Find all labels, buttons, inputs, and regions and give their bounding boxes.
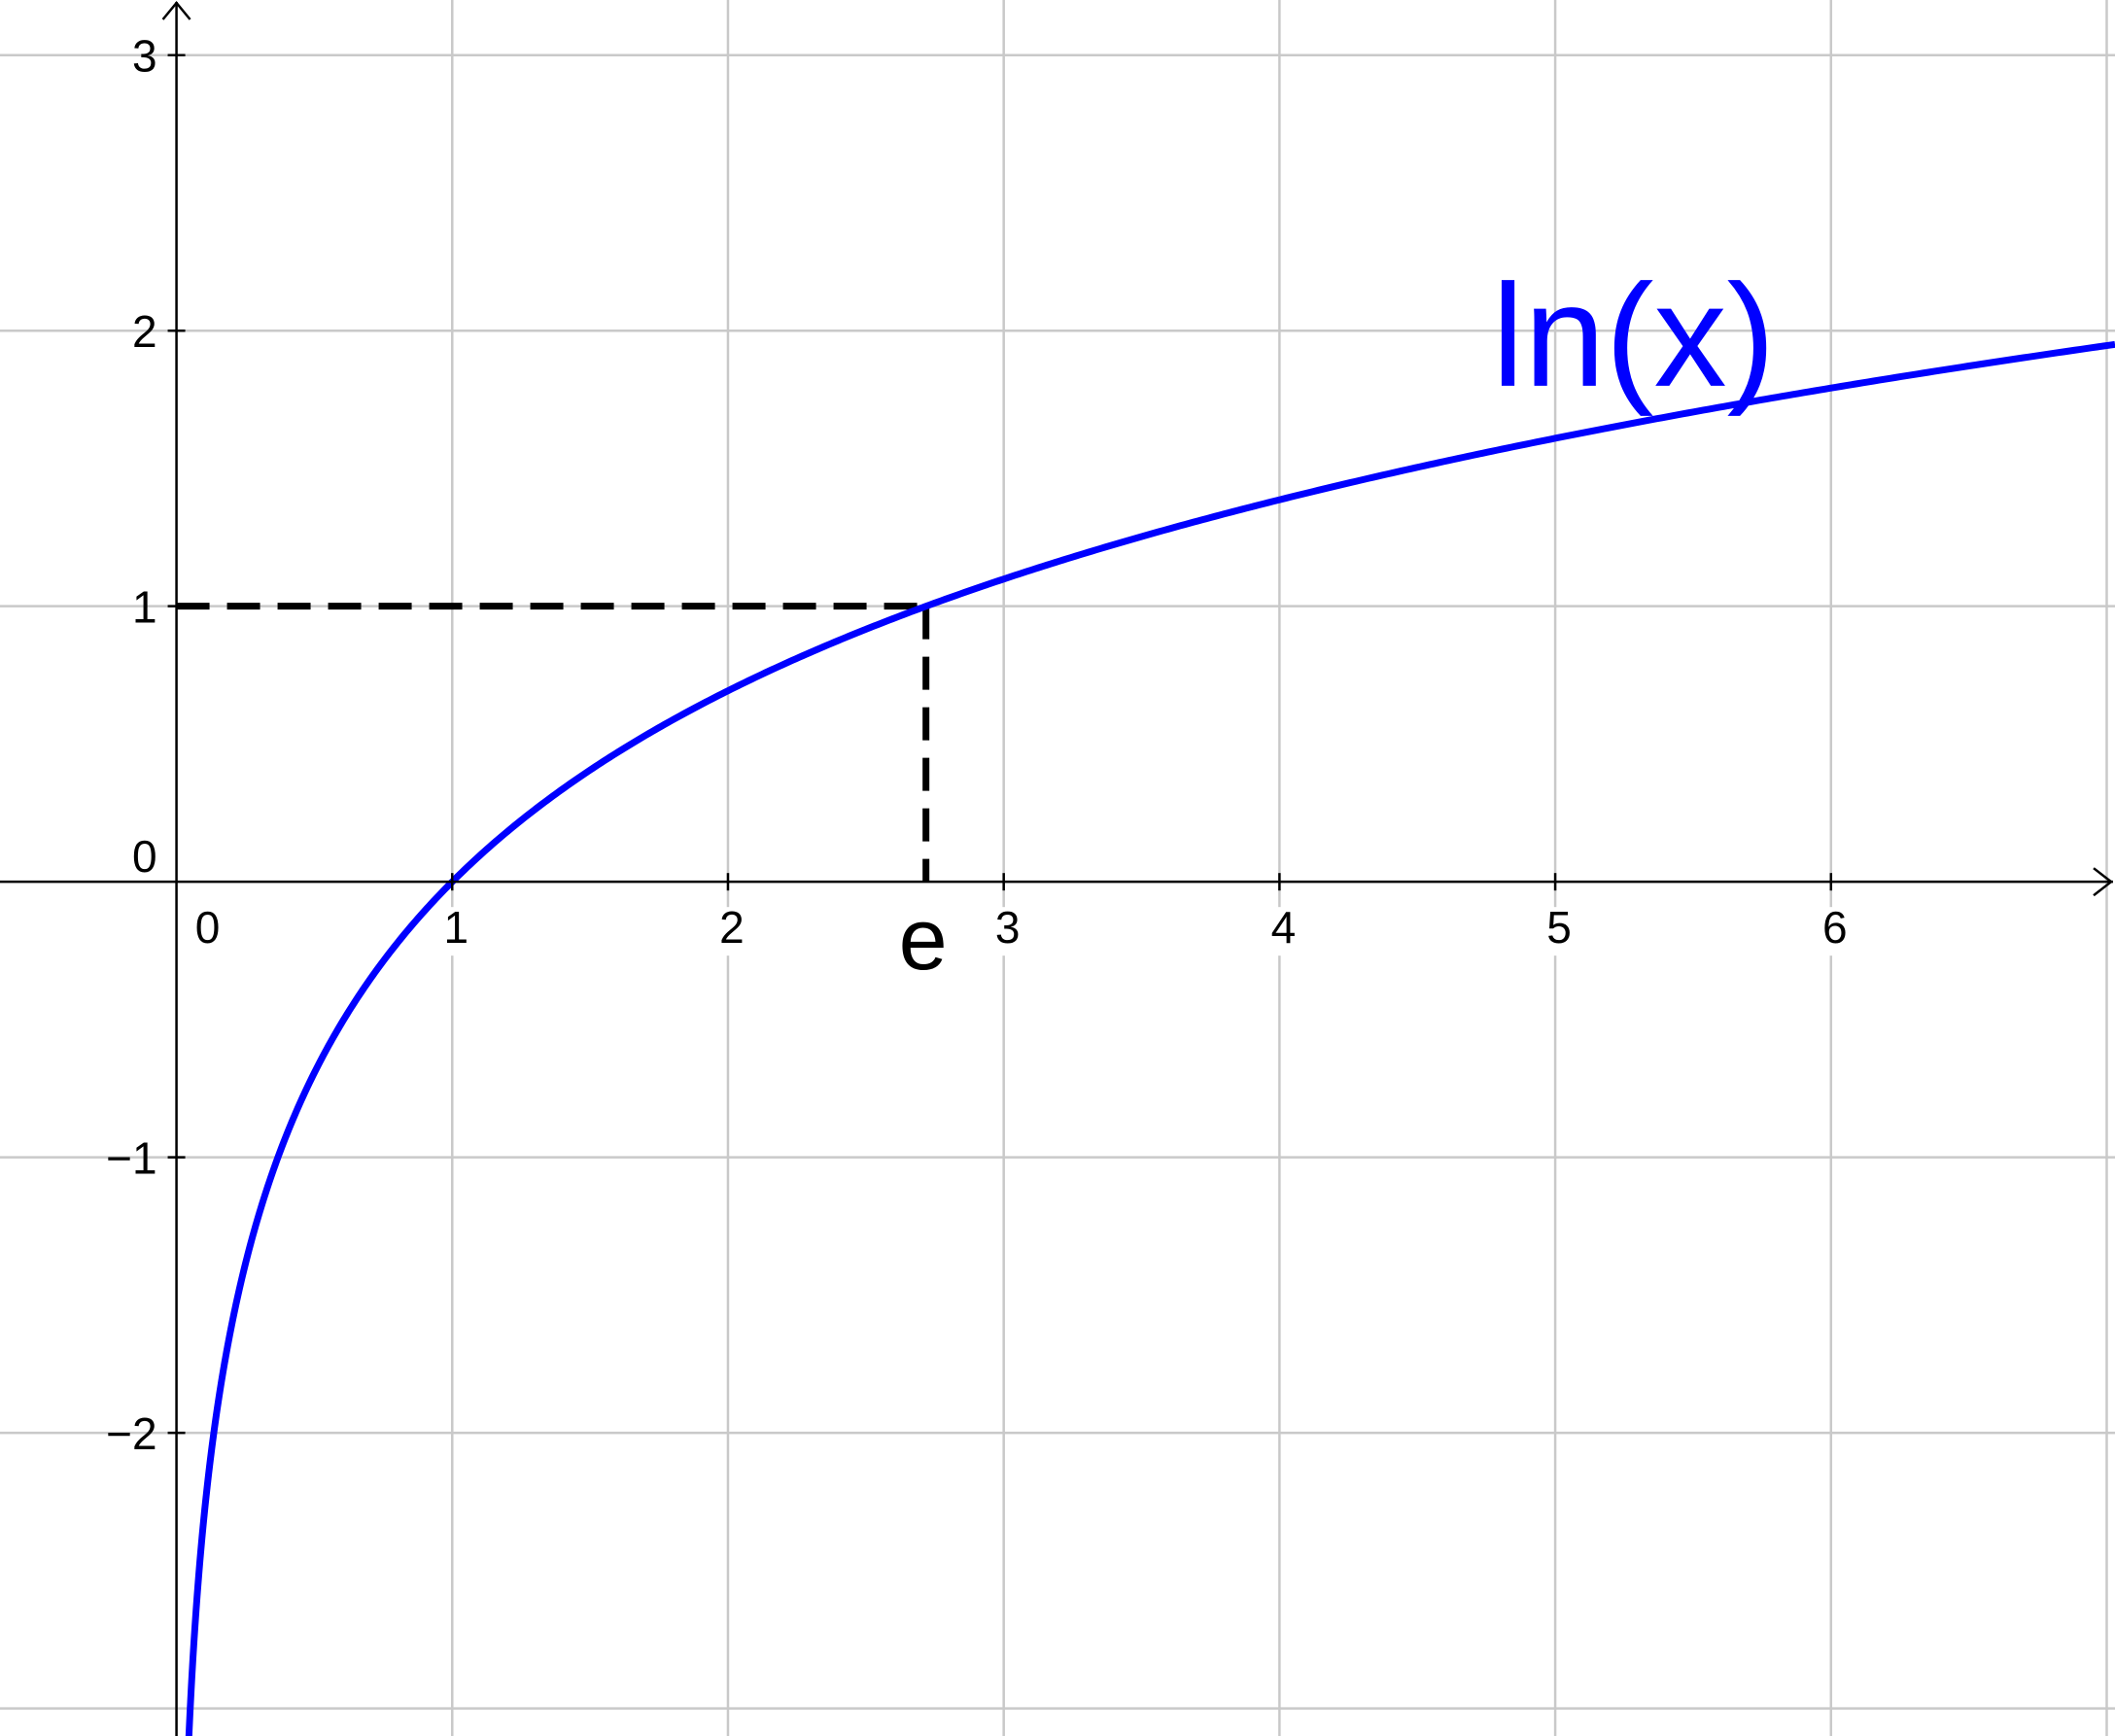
x-tick-label-bg-1 [433,907,480,956]
y-tick-label-1: 1 [132,582,157,633]
x-tick-label-1: 1 [443,902,468,953]
y-axis-arrow [161,1,191,20]
y-tick-label--1: −1 [106,1133,156,1184]
curve-label: ln(x) [1492,254,1776,417]
y-tick-label--2: −2 [106,1408,156,1459]
marker-x-label: e [899,891,948,989]
x-tick-label-4: 4 [1271,902,1297,953]
x-tick-label-6: 6 [1822,902,1848,953]
series-line-0 [185,340,2115,1736]
x-tick-label-2: 2 [719,902,745,953]
x-tick-label-5: 5 [1546,902,1572,953]
x-axis-arrow [2093,867,2114,897]
y-tick-label-2: 2 [132,306,157,357]
marker-dashed-guides [176,603,930,883]
y-tick-label-0: 0 [132,831,157,882]
x-tick-label-bg-6 [1811,907,1858,956]
x-tick-label-bg-3 [984,907,1031,956]
series-curves [185,340,2115,1736]
y-tick-label-3: 3 [132,31,157,82]
x-tick-label-bg-4 [1260,907,1307,956]
x-tick-label-0: 0 [195,902,221,953]
x-tick-label-bg-5 [1536,907,1583,956]
tick-labels: 0 1 2 3 4 5 6 −2 −1 0 1 2 3 [106,31,1858,1459]
x-tick-label-3: 3 [995,902,1021,953]
x-tick-label-bg-2 [708,907,755,956]
